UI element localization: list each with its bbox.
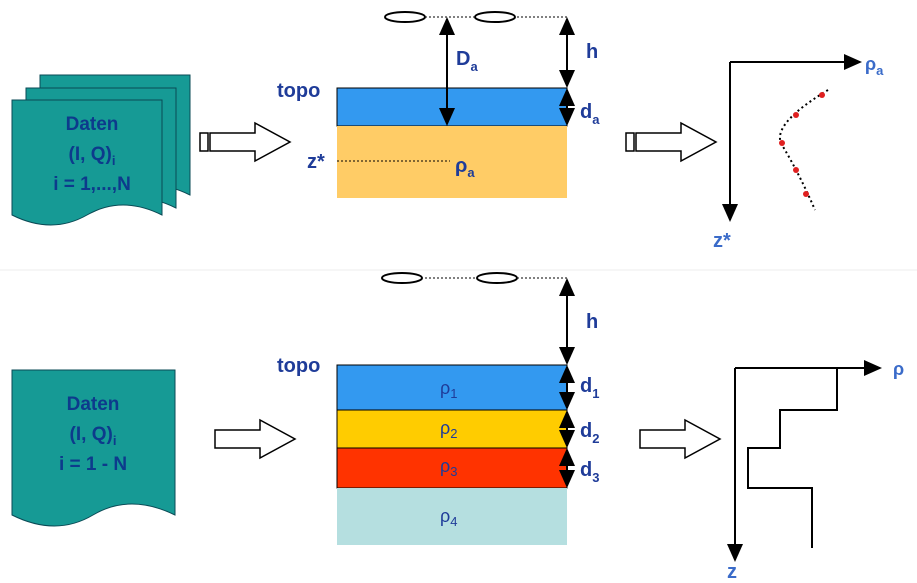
- text-part: d: [580, 420, 592, 442]
- text-part: a: [592, 112, 600, 127]
- y-axis-label: z: [727, 561, 737, 578]
- text-part: ρ: [440, 506, 450, 526]
- text-part: 4: [450, 514, 457, 529]
- arrow: [215, 420, 295, 458]
- text-part: ρ: [440, 456, 450, 476]
- diagram: Daten (I, Q)i i = 1,...,N topo Da h da z…: [0, 0, 917, 578]
- text-part: a: [467, 165, 475, 180]
- text-part: 3: [592, 470, 599, 485]
- thickness-label: d3: [580, 459, 599, 485]
- topo-label: topo: [277, 80, 320, 102]
- text-part: d: [580, 459, 592, 481]
- text-part: (I, Q): [69, 144, 112, 165]
- arrow: [626, 123, 716, 161]
- topo-label: topo: [277, 355, 320, 377]
- doc-line: Daten: [66, 114, 119, 135]
- text-part: ρ: [440, 418, 450, 438]
- text-part: (I, Q): [70, 424, 113, 445]
- y-axis-label: z*: [713, 230, 731, 252]
- plot: ρ z: [727, 359, 904, 578]
- thickness-label: d1: [580, 375, 599, 401]
- depth-marker: z*: [307, 151, 325, 173]
- text-part: i: [112, 153, 116, 168]
- text-part: ρ: [455, 155, 467, 177]
- doc-line: i = 1 - N: [59, 454, 127, 475]
- text-part: d: [580, 101, 592, 123]
- plot: ρa z*: [713, 54, 884, 252]
- text-part: ρ: [440, 378, 450, 398]
- text-part: D: [456, 48, 470, 70]
- text-part: ρ: [865, 54, 876, 74]
- text-part: 2: [450, 426, 457, 441]
- model: topo h ρ1 ρ2 ρ3 ρ4 d1 d2 d3: [277, 273, 599, 545]
- doc-line: i = 1,...,N: [53, 174, 131, 195]
- text-part: 1: [450, 386, 457, 401]
- arrow: [640, 420, 720, 458]
- doc-line: (I, Q)i: [70, 424, 117, 448]
- x-axis-label: ρa: [865, 54, 884, 78]
- text-part: a: [876, 63, 884, 78]
- text-part: 1: [592, 386, 599, 401]
- thickness-label: da: [580, 101, 600, 127]
- document: Daten (I, Q)i i = 1 - N: [12, 370, 175, 526]
- text-part: 3: [450, 464, 457, 479]
- height-label: h: [586, 41, 598, 63]
- model: topo Da h da z* ρa: [277, 12, 600, 198]
- text-part: a: [470, 59, 478, 74]
- arrow: [200, 123, 290, 161]
- document-stack: Daten (I, Q)i i = 1,...,N: [12, 75, 190, 225]
- thickness-label: d2: [580, 420, 599, 446]
- x-axis-label: ρ: [893, 359, 904, 379]
- text-part: d: [580, 375, 592, 397]
- doc-line: Daten: [67, 394, 120, 415]
- doc-line: (I, Q)i: [69, 144, 116, 168]
- height-label: h: [586, 311, 598, 333]
- depth-label: Da: [456, 48, 478, 74]
- text-part: 2: [592, 431, 599, 446]
- text-part: i: [113, 433, 117, 448]
